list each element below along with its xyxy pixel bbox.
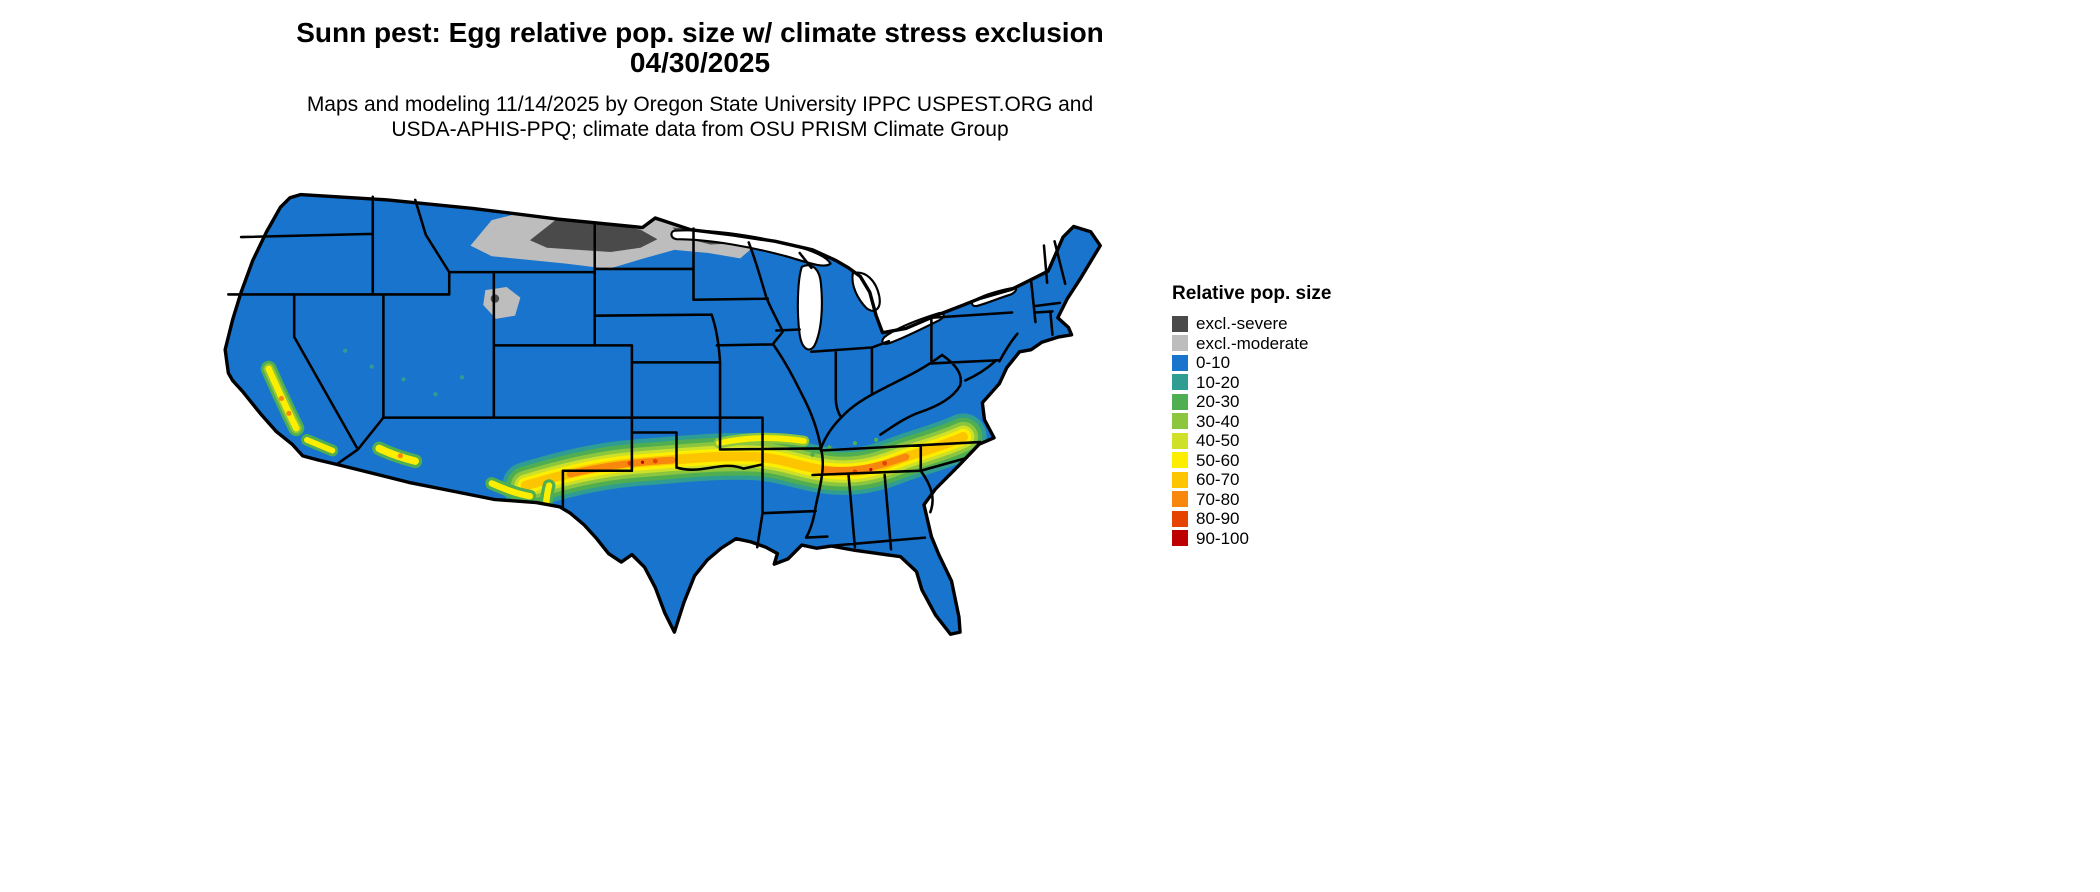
legend-item-label: excl.-severe: [1196, 314, 1288, 333]
legend-item: 40-50: [1172, 431, 1432, 451]
legend-title: Relative pop. size: [1172, 283, 1332, 304]
us-map-svg: [223, 192, 1102, 636]
legend-item: excl.-severe: [1172, 314, 1432, 334]
legend-color-swatch: [1172, 354, 1188, 371]
legend-item-label: 80-90: [1196, 509, 1240, 528]
subtitle-line2: USDA-APHIS-PPQ; climate data from OSU PR…: [391, 118, 1009, 141]
legend-item: 50-60: [1172, 451, 1432, 471]
lake-michigan: [796, 264, 823, 351]
legend-item-label: 0-10: [1196, 353, 1231, 372]
legend-item-label: 10-20: [1196, 372, 1240, 392]
legend-item: 30-40: [1172, 412, 1432, 432]
speckle-dots: [343, 348, 879, 457]
legend-color-swatch: [1172, 374, 1188, 391]
legend-item: 80-90: [1172, 509, 1432, 529]
legend-item-label: 50-60: [1196, 450, 1240, 470]
legend-color-swatch: [1172, 452, 1188, 469]
subtitle-line1: Maps and modeling 11/14/2025 by Oregon S…: [306, 93, 1094, 116]
legend-color-swatch: [1172, 471, 1188, 488]
page-title-line1: Sunn pest: Egg relative pop. size w/ cli…: [296, 17, 1104, 48]
legend-color-swatch: [1172, 413, 1188, 430]
us-outline: [223, 192, 1102, 636]
legend-color-swatch: [1172, 432, 1188, 449]
exclusion-yellowstone-patch: [483, 286, 521, 319]
map-subtitle: Maps and modeling 11/14/2025 by Oregon S…: [0, 92, 1400, 142]
legend-color-swatch: [1172, 530, 1188, 547]
legend-item: 0-10: [1172, 353, 1432, 373]
legend-color-swatch: [1172, 491, 1188, 508]
page-title-line2: 04/30/2025: [629, 47, 771, 78]
legend-color-swatch: [1172, 393, 1188, 410]
legend-item: excl.-moderate: [1172, 334, 1432, 354]
legend-item-label: 20-30: [1196, 392, 1240, 411]
legend: Relative pop. size excl.-severe excl.-mo…: [1172, 283, 1432, 548]
legend-item-label: 70-80: [1196, 489, 1240, 509]
legend-item: 70-80: [1172, 490, 1432, 510]
legend-item: 10-20: [1172, 373, 1432, 393]
legend-item-label: 60-70: [1196, 470, 1240, 489]
legend-item: 60-70: [1172, 470, 1432, 490]
legend-item: 90-100: [1172, 529, 1432, 549]
legend-item-label: 90-100: [1196, 528, 1249, 548]
us-map: [175, 133, 1195, 664]
map-header: Sunn pest: Egg relative pop. size w/ cli…: [0, 18, 1400, 142]
legend-item-label: 40-50: [1196, 431, 1240, 450]
legend-item-label: excl.-moderate: [1196, 333, 1309, 353]
state-borders: [227, 195, 1067, 551]
legend-item: 20-30: [1172, 392, 1432, 412]
us-landmass: [225, 194, 1101, 635]
legend-color-swatch: [1172, 315, 1188, 332]
legend-item-label: 30-40: [1196, 411, 1240, 431]
legend-color-swatch: [1172, 335, 1188, 352]
legend-color-swatch: [1172, 510, 1188, 527]
